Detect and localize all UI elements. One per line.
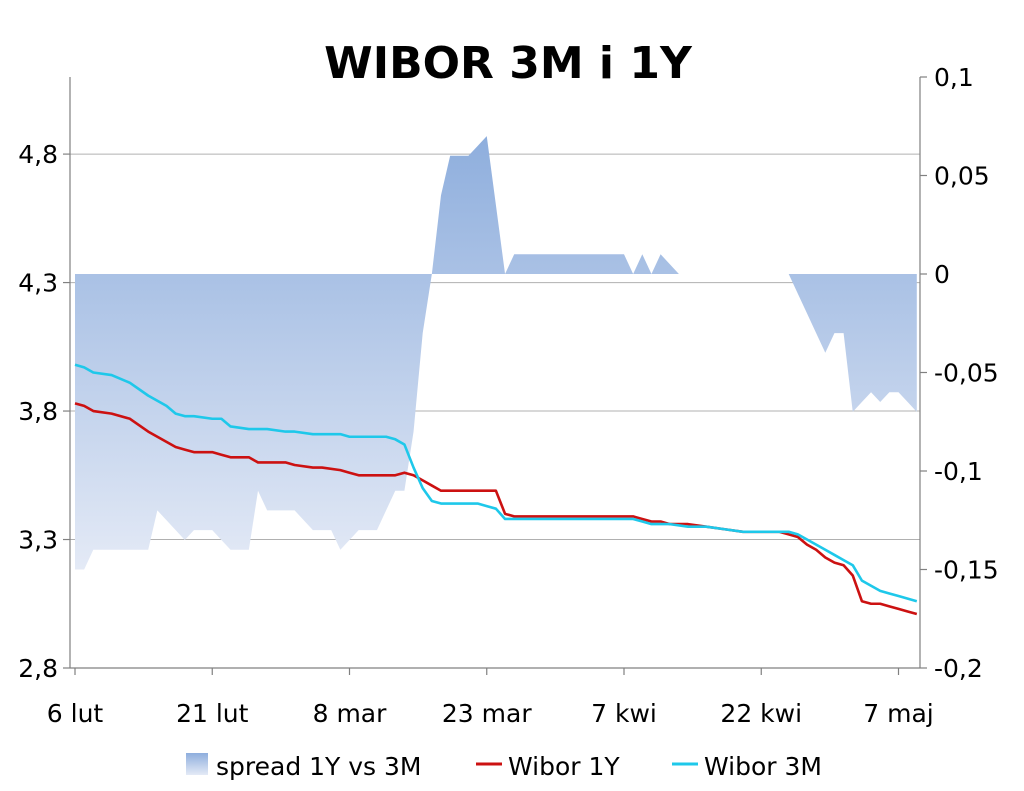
y-right-tick-label: 0 [934, 260, 950, 289]
series-wibor-3m-line [74, 363, 918, 603]
y-left-tick-label: 4,3 [18, 269, 58, 298]
legend-swatch-spread [186, 753, 208, 775]
legend: spread 1Y vs 3M Wibor 1Y Wibor 3M [186, 752, 822, 781]
legend-label-spread: spread 1Y vs 3M [216, 752, 422, 781]
series-lines-layer [74, 363, 918, 616]
spread-area-layer [75, 136, 917, 570]
y-right-tick-label: 0,05 [934, 162, 990, 191]
y-right-tick-label: -0,1 [934, 457, 983, 486]
x-tick-label: 21 lut [176, 699, 249, 728]
axes [63, 76, 927, 675]
y-left-tick-label: 3,3 [18, 526, 58, 555]
x-tick-label: 6 lut [47, 699, 104, 728]
x-tick-label: 23 mar [442, 699, 532, 728]
x-tick-label: 22 kwi [720, 699, 802, 728]
chart-title: WIBOR 3M i 1Y [324, 38, 693, 89]
series-spread-1y-vs-3m-area [75, 136, 917, 570]
y-right-tick-label: -0,2 [934, 654, 983, 683]
legend-label-wibor-1y: Wibor 1Y [508, 752, 620, 781]
x-tick-label: 8 mar [313, 699, 388, 728]
legend-label-wibor-3m: Wibor 3M [704, 752, 822, 781]
series-wibor-1y-line [74, 402, 918, 616]
y-left-tick-label: 2,8 [18, 654, 58, 683]
y-right-tick-label: 0,1 [934, 63, 974, 92]
y-right-tick-label: -0,15 [934, 556, 999, 585]
tick-labels: 2,8 3,3 3,8 4,3 4,8 -0,2 -0,15 -0,1 -0,05 0 0,05 0,… [18, 63, 998, 728]
y-left-tick-label: 4,8 [18, 140, 58, 169]
x-tick-label: 7 maj [863, 699, 933, 728]
y-left-tick-label: 3,8 [18, 397, 58, 426]
x-tick-label: 7 kwi [591, 699, 657, 728]
y-right-tick-label: -0,05 [934, 359, 999, 388]
